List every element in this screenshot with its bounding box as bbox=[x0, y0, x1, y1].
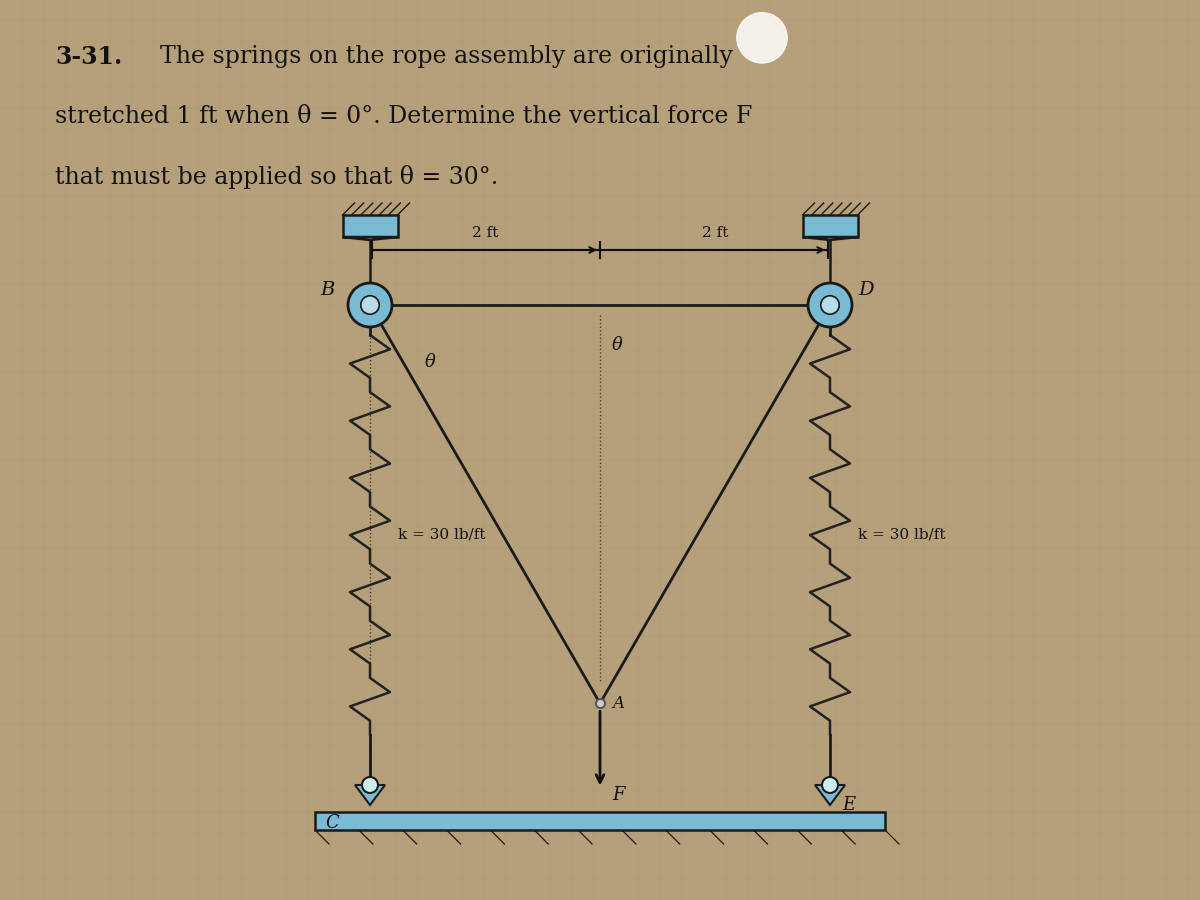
Text: that must be applied so that θ = 30°.: that must be applied so that θ = 30°. bbox=[55, 165, 498, 189]
Text: E: E bbox=[842, 796, 856, 814]
Text: D: D bbox=[858, 281, 874, 299]
Circle shape bbox=[361, 296, 379, 314]
Circle shape bbox=[808, 283, 852, 327]
Text: The springs on the rope assembly are originally: The springs on the rope assembly are ori… bbox=[160, 45, 733, 68]
Polygon shape bbox=[355, 785, 385, 805]
Text: 3-31.: 3-31. bbox=[55, 45, 122, 69]
Circle shape bbox=[737, 13, 787, 63]
Text: k = 30 lb/ft: k = 30 lb/ft bbox=[858, 528, 946, 542]
Text: 2 ft: 2 ft bbox=[702, 226, 728, 240]
Circle shape bbox=[348, 283, 392, 327]
Text: θ: θ bbox=[425, 353, 436, 371]
Circle shape bbox=[362, 777, 378, 793]
Bar bbox=[342, 215, 397, 237]
Polygon shape bbox=[803, 237, 858, 240]
Text: k = 30 lb/ft: k = 30 lb/ft bbox=[398, 528, 486, 542]
Text: 2 ft: 2 ft bbox=[472, 226, 498, 240]
Text: C: C bbox=[325, 814, 338, 832]
Bar bbox=[803, 215, 858, 237]
Bar bbox=[316, 812, 886, 830]
Text: B: B bbox=[320, 281, 335, 299]
Text: A: A bbox=[612, 696, 624, 713]
Circle shape bbox=[822, 777, 838, 793]
Polygon shape bbox=[342, 237, 397, 240]
Polygon shape bbox=[815, 785, 845, 805]
Text: F: F bbox=[612, 787, 624, 805]
Text: stretched 1 ft when θ = 0°. Determine the vertical force F: stretched 1 ft when θ = 0°. Determine th… bbox=[55, 105, 752, 128]
Circle shape bbox=[821, 296, 839, 314]
Text: θ: θ bbox=[612, 336, 623, 354]
